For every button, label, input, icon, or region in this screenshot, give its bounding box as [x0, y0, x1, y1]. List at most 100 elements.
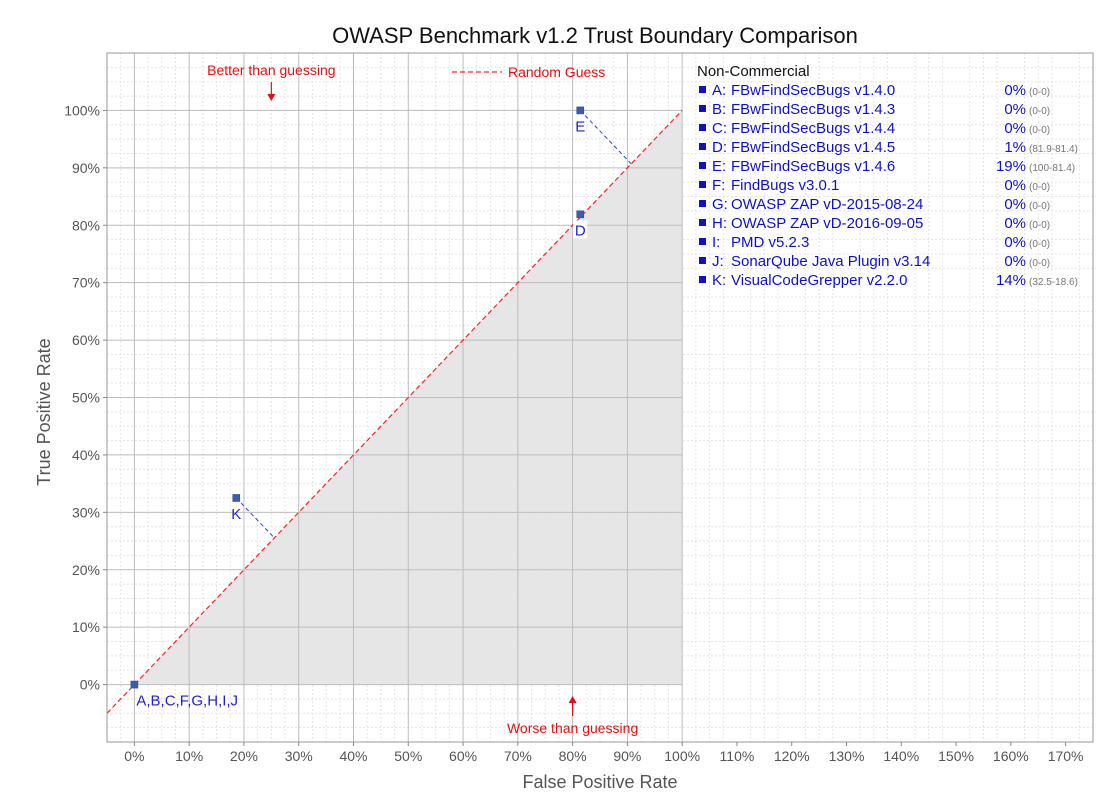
x-axis-title: False Positive Rate: [522, 772, 677, 792]
x-tick-label: 40%: [339, 748, 367, 764]
legend-marker: [699, 162, 706, 169]
legend-item-key: K:: [712, 272, 726, 289]
legend-item-score: 0%: [1004, 82, 1026, 99]
x-tick-label: 60%: [449, 748, 477, 764]
legend-item-name: FBwFindSecBugs v1.4.5: [731, 139, 895, 156]
legend-marker: [699, 86, 706, 93]
x-tick-label: 10%: [175, 748, 203, 764]
x-tick-label: 160%: [993, 748, 1029, 764]
legend-item-name: FindBugs v3.0.1: [731, 177, 839, 194]
worse-arrow-head: [568, 696, 577, 703]
legend-item-key: G:: [712, 196, 728, 213]
x-tick-label: 0%: [124, 748, 144, 764]
x-tick-label: 120%: [774, 748, 810, 764]
y-tick-label: 10%: [72, 619, 100, 635]
legend-marker: [699, 219, 706, 226]
random-guess-line: [106, 110, 683, 714]
legend-item-name: OWASP ZAP vD-2016-09-05: [731, 215, 923, 232]
legend-item-name: SonarQube Java Plugin v3.14: [731, 253, 930, 270]
legend-marker: [699, 181, 706, 188]
distance-connector: [235, 497, 275, 539]
y-tick-label: 90%: [72, 160, 100, 176]
y-tick-label: 20%: [72, 562, 100, 578]
axes: 0% 10% 20% 30% 40% 50% 60% 70% 80% 90% 100% 110% 120…: [64, 102, 1083, 764]
data-point-marker: [576, 106, 585, 115]
legend-item-detail: (0-0): [1029, 125, 1050, 136]
x-tick-label: 90%: [613, 748, 641, 764]
legend-marker: [699, 200, 706, 207]
better-arrow-head: [267, 94, 276, 101]
legend-item-detail: (32.5-18.6): [1029, 277, 1078, 288]
legend-marker: [699, 257, 706, 264]
legend-item-key: E:: [712, 158, 726, 175]
y-tick-label: 60%: [72, 332, 100, 348]
chart-title: OWASP Benchmark v1.2 Trust Boundary Comp…: [332, 23, 858, 48]
x-tick-label: 80%: [559, 748, 587, 764]
x-tick-label: 140%: [883, 748, 919, 764]
x-tick-label: 70%: [504, 748, 532, 764]
legend-item-name: FBwFindSecBugs v1.4.0: [731, 82, 895, 99]
x-tick-label: 110%: [720, 748, 755, 764]
legend-item-name: FBwFindSecBugs v1.4.4: [731, 120, 895, 137]
data-point-marker: [130, 680, 139, 689]
legend-item-detail: (81.9-81.4): [1029, 144, 1078, 155]
legend-item-score: 0%: [1004, 196, 1026, 213]
legend-marker: [699, 143, 706, 150]
x-tick-label: 20%: [230, 748, 258, 764]
x-tick-label: 130%: [829, 748, 865, 764]
legend-item-name: VisualCodeGrepper v2.2.0: [731, 272, 908, 289]
distance-connector: [579, 110, 632, 165]
x-tick-label: 100%: [664, 748, 700, 764]
legend-item-name: OWASP ZAP vD-2015-08-24: [731, 196, 923, 213]
y-tick-label: 50%: [72, 390, 100, 406]
data-point-label: D: [575, 222, 586, 239]
legend-item-score: 0%: [1004, 234, 1026, 251]
data-point-label: E: [575, 118, 585, 135]
legend-item-score: 0%: [1004, 120, 1026, 137]
legend-item-score: 0%: [1004, 177, 1026, 194]
y-axis-title: True Positive Rate: [34, 338, 54, 485]
legend-item-detail: (0-0): [1029, 239, 1050, 250]
better-than-guessing-label: Better than guessing: [207, 62, 335, 78]
legend-item-score: 19%: [996, 158, 1026, 175]
y-tick-label: 80%: [72, 217, 100, 233]
legend-item-key: H:: [712, 215, 727, 232]
legend-item-name: FBwFindSecBugs v1.4.3: [731, 101, 895, 118]
data-point-label: A,B,C,F,G,H,I,J: [136, 693, 238, 710]
random-guess-legend-label: Random Guess: [508, 64, 605, 80]
x-tick-label: 50%: [394, 748, 422, 764]
legend-marker: [699, 124, 706, 131]
legend-item-key: D:: [712, 139, 727, 156]
y-tick-label: 70%: [72, 275, 100, 291]
legend-heading: Non-Commercial: [697, 63, 810, 80]
y-tick-label: 40%: [72, 447, 100, 463]
legend-item-detail: (0-0): [1029, 106, 1050, 117]
legend-item-score: 14%: [996, 272, 1026, 289]
legend-item-key: C:: [712, 120, 727, 137]
x-tick-label: 150%: [938, 748, 974, 764]
legend-marker: [699, 238, 706, 245]
legend-item-detail: (0-0): [1029, 258, 1050, 269]
legend-item-detail: (0-0): [1029, 220, 1050, 231]
worse-than-guessing-label: Worse than guessing: [507, 720, 638, 736]
legend-item-detail: (0-0): [1029, 201, 1050, 212]
legend-marker: [699, 105, 706, 112]
legend-item-score: 0%: [1004, 253, 1026, 270]
y-tick-label: 0%: [80, 677, 100, 693]
legend-item-score: 0%: [1004, 101, 1026, 118]
data-point-label: K: [231, 506, 241, 523]
legend-item-key: B:: [712, 101, 726, 118]
legend-item-detail: (0-0): [1029, 87, 1050, 98]
plot-area: Better than guessing Worse than guessing R…: [106, 52, 1094, 743]
legend-item-key: F:: [712, 177, 725, 194]
data-point-marker: [576, 210, 585, 219]
legend-item-name: PMD v5.2.3: [731, 234, 809, 251]
legend-item-key: J:: [712, 253, 724, 270]
legend-item-detail: (0-0): [1029, 182, 1050, 193]
y-tick-label: 100%: [64, 102, 100, 118]
legend-item-score: 0%: [1004, 215, 1026, 232]
legend-item-detail: (100-81.4): [1029, 163, 1075, 174]
